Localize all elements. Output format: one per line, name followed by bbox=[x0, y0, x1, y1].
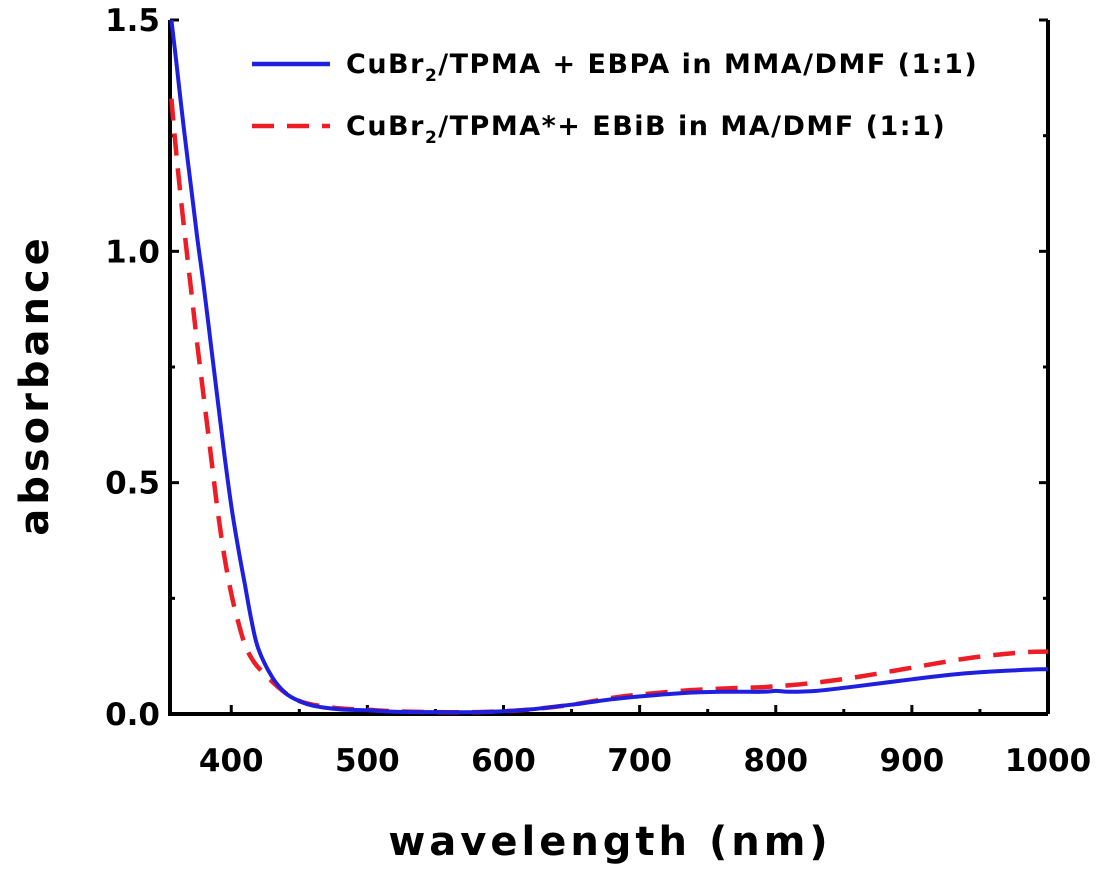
x-tick-label: 800 bbox=[743, 743, 808, 779]
x-tick-label: 1000 bbox=[1005, 743, 1091, 779]
legend: CuBr2/TPMA + EBPA in MMA/DMF (1:1) CuBr2/… bbox=[252, 49, 978, 148]
x-axis-label: wavelength (nm) bbox=[388, 819, 831, 865]
y-ticks: 0.0 0.5 1.0 1.5 bbox=[105, 3, 1048, 733]
y-tick-label: 1.5 bbox=[105, 3, 160, 39]
y-tick-label: 1.0 bbox=[105, 234, 160, 270]
y-tick-label: 0.0 bbox=[105, 697, 160, 733]
legend-label-ebib: CuBr2/TPMA*+ EBiB in MA/DMF (1:1) bbox=[346, 111, 946, 148]
x-tick-label: 600 bbox=[471, 743, 536, 779]
series-lines bbox=[169, 19, 1049, 715]
x-ticks: 400 500 600 700 800 900 1000 bbox=[199, 705, 1091, 779]
x-tick-label: 400 bbox=[199, 743, 264, 779]
y-tick-label: 0.5 bbox=[105, 466, 160, 502]
x-tick-label: 500 bbox=[335, 743, 400, 779]
x-tick-label: 700 bbox=[607, 743, 672, 779]
legend-label-ebpa: CuBr2/TPMA + EBPA in MMA/DMF (1:1) bbox=[346, 49, 978, 86]
series-line-ebpa bbox=[169, 19, 1049, 715]
x-tick-label: 900 bbox=[880, 743, 945, 779]
y-axis-label: absorbance bbox=[12, 234, 58, 536]
series-line-ebib bbox=[169, 98, 1049, 715]
